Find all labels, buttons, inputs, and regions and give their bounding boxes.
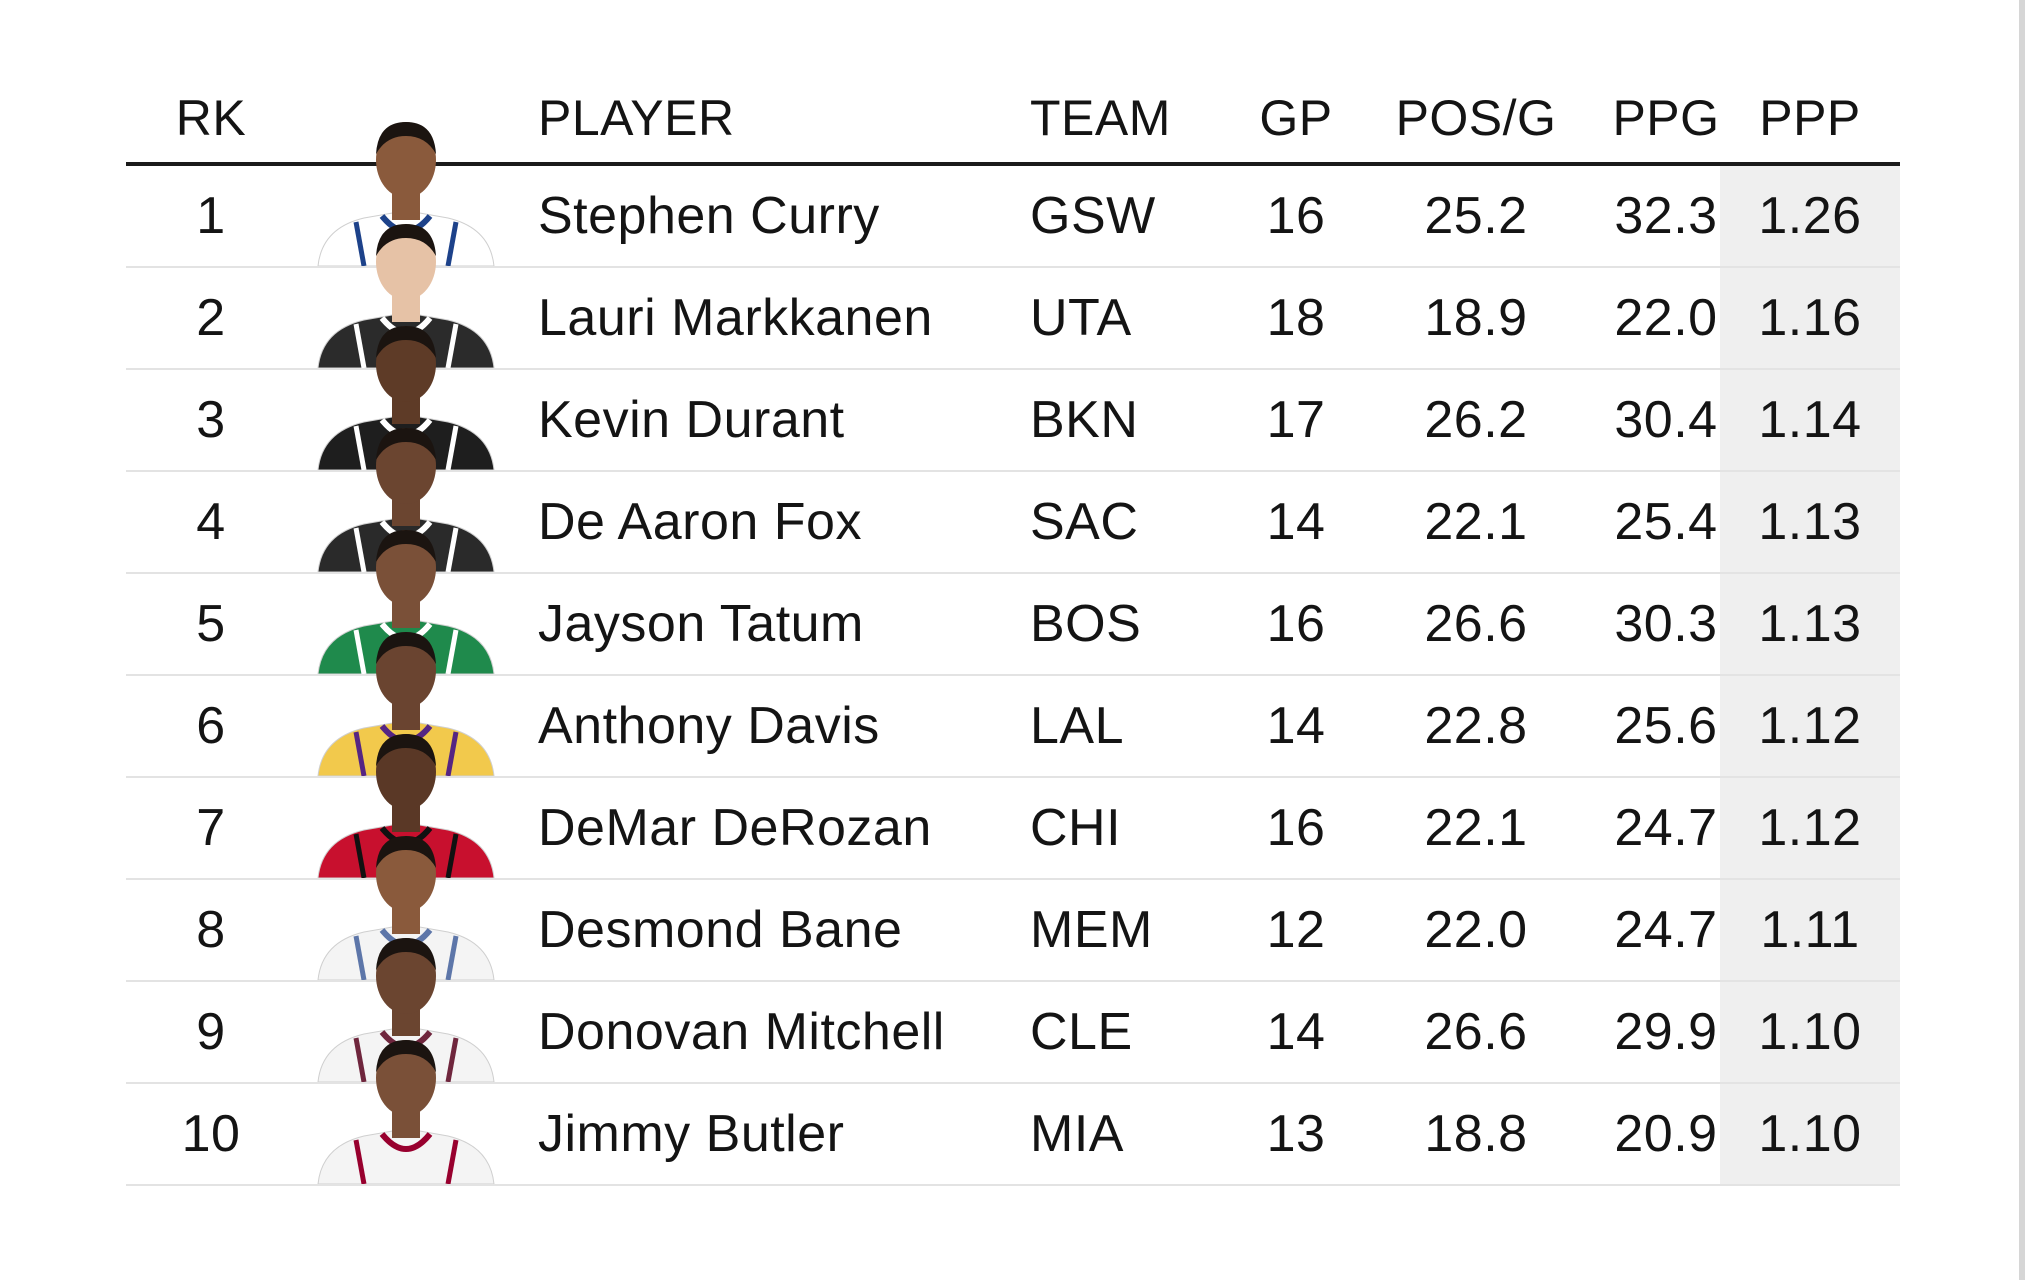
player-name[interactable]: Stephen Curry (538, 187, 880, 245)
rank-cell: 8 (196, 901, 226, 959)
table-row[interactable]: 10 Jimmy Butler MIA 13 18.8 20.9 1.10 (126, 1040, 1900, 1186)
points-per-possession-cell: 1.13 (1758, 493, 1862, 551)
points-per-possession-cell: 1.26 (1758, 187, 1862, 245)
table-row[interactable]: 8 Desmond Bane MEM 12 22.0 24.7 1.11 (126, 836, 1900, 982)
points-per-possession-cell: 1.10 (1758, 1003, 1862, 1061)
points-per-possession-cell: 1.13 (1758, 595, 1862, 653)
team-cell: MEM (1030, 901, 1153, 959)
points-per-possession-cell: 1.12 (1758, 697, 1862, 755)
games-played-cell: 16 (1266, 595, 1326, 653)
table-row[interactable]: 1 Stephen Curry GSW 16 25.2 32.3 1.26 (126, 122, 1900, 268)
possessions-per-game-cell: 22.1 (1424, 799, 1528, 857)
player-headshot (306, 122, 506, 266)
points-per-game-cell: 32.3 (1614, 187, 1718, 245)
games-played-cell: 12 (1266, 901, 1326, 959)
scroll-edge (2019, 0, 2025, 1280)
player-name[interactable]: DeMar DeRozan (538, 799, 932, 857)
points-per-game-cell: 25.6 (1614, 697, 1718, 755)
header-team[interactable]: TEAM (1030, 90, 1171, 146)
player-name[interactable]: Kevin Durant (538, 391, 845, 449)
possessions-per-game-cell: 22.8 (1424, 697, 1528, 755)
table-header: RK PLAYER TEAM GP POS/G PPG PPP (126, 60, 1900, 166)
possessions-per-game-cell: 25.2 (1424, 187, 1528, 245)
games-played-cell: 14 (1266, 697, 1326, 755)
rank-cell: 9 (196, 1003, 226, 1061)
points-per-game-cell: 20.9 (1614, 1105, 1718, 1163)
player-headshot (306, 1040, 506, 1184)
possessions-per-game-cell: 26.2 (1424, 391, 1528, 449)
points-per-game-cell: 22.0 (1614, 289, 1718, 347)
rank-cell: 10 (181, 1105, 241, 1163)
header-points-per-possession[interactable]: PPP (1759, 90, 1861, 146)
table-row[interactable]: 7 DeMar DeRozan CHI 16 22.1 24.7 1.12 (126, 734, 1900, 880)
player-name[interactable]: Donovan Mitchell (538, 1003, 945, 1061)
header-player[interactable]: PLAYER (538, 90, 735, 146)
rank-cell: 2 (196, 289, 226, 347)
points-per-possession-cell: 1.10 (1758, 1105, 1862, 1163)
table-body: 1 Stephen Curry GSW 16 25.2 32.3 1.26 2 Lauri Ma… (126, 122, 1900, 1186)
possessions-per-game-cell: 26.6 (1424, 1003, 1528, 1061)
points-per-game-cell: 24.7 (1614, 799, 1718, 857)
points-per-possession-cell: 1.14 (1758, 391, 1862, 449)
team-cell: LAL (1030, 697, 1125, 755)
player-avatar-icon (317, 1040, 495, 1184)
rank-cell: 3 (196, 391, 226, 449)
player-name[interactable]: Lauri Markkanen (538, 289, 933, 347)
points-per-possession-cell: 1.16 (1758, 289, 1862, 347)
player-name[interactable]: Jayson Tatum (538, 595, 864, 653)
points-per-game-cell: 25.4 (1614, 493, 1718, 551)
table-row[interactable]: 9 Donovan Mitchell CLE 14 26.6 29.9 1.10 (126, 938, 1900, 1084)
header-possessions-per-game[interactable]: POS/G (1395, 90, 1557, 146)
table-row[interactable]: 6 Anthony Davis LAL 14 22.8 25.6 1.12 (126, 632, 1900, 778)
header-points-per-game[interactable]: PPG (1612, 90, 1720, 146)
games-played-cell: 16 (1266, 187, 1326, 245)
games-played-cell: 18 (1266, 289, 1326, 347)
player-name[interactable]: De Aaron Fox (538, 493, 862, 551)
points-per-game-cell: 24.7 (1614, 901, 1718, 959)
points-per-game-cell: 30.3 (1614, 595, 1718, 653)
table-row[interactable]: 4 De Aaron Fox SAC 14 22.1 25.4 1.13 (126, 428, 1900, 574)
possessions-per-game-cell: 18.8 (1424, 1105, 1528, 1163)
points-per-game-cell: 30.4 (1614, 391, 1718, 449)
rank-cell: 4 (196, 493, 226, 551)
team-cell: CLE (1030, 1003, 1133, 1061)
ppp-column-highlight (1720, 166, 1900, 1186)
player-stats-table: RK PLAYER TEAM GP POS/G PPG PPP 1 Stephen… (126, 60, 1900, 1186)
points-per-possession-cell: 1.11 (1760, 901, 1860, 959)
player-name[interactable]: Desmond Bane (538, 901, 903, 959)
games-played-cell: 14 (1266, 493, 1326, 551)
possessions-per-game-cell: 26.6 (1424, 595, 1528, 653)
team-cell: UTA (1030, 289, 1132, 347)
team-cell: GSW (1030, 187, 1156, 245)
team-cell: MIA (1030, 1105, 1124, 1163)
games-played-cell: 14 (1266, 1003, 1326, 1061)
games-played-cell: 16 (1266, 799, 1326, 857)
player-name[interactable]: Anthony Davis (538, 697, 880, 755)
possessions-per-game-cell: 18.9 (1424, 289, 1528, 347)
points-per-game-cell: 29.9 (1614, 1003, 1718, 1061)
table-row[interactable]: 2 Lauri Markkanen UTA 18 18.9 22.0 1.16 (126, 224, 1900, 370)
points-per-possession-cell: 1.12 (1758, 799, 1862, 857)
games-played-cell: 13 (1266, 1105, 1326, 1163)
table-row[interactable]: 3 Kevin Durant BKN 17 26.2 30.4 1.14 (126, 326, 1900, 472)
games-played-cell: 17 (1266, 391, 1326, 449)
rank-cell: 1 (196, 187, 226, 245)
possessions-per-game-cell: 22.0 (1424, 901, 1528, 959)
player-avatar-icon (317, 122, 495, 266)
player-name[interactable]: Jimmy Butler (538, 1105, 845, 1163)
team-cell: BOS (1030, 595, 1142, 653)
possessions-per-game-cell: 22.1 (1424, 493, 1528, 551)
rank-cell: 6 (196, 697, 226, 755)
header-rank[interactable]: RK (175, 90, 247, 146)
team-cell: BKN (1030, 391, 1139, 449)
team-cell: SAC (1030, 493, 1139, 551)
team-cell: CHI (1030, 799, 1122, 857)
header-games-played[interactable]: GP (1259, 90, 1333, 146)
rank-cell: 7 (196, 799, 226, 857)
rank-cell: 5 (196, 595, 226, 653)
